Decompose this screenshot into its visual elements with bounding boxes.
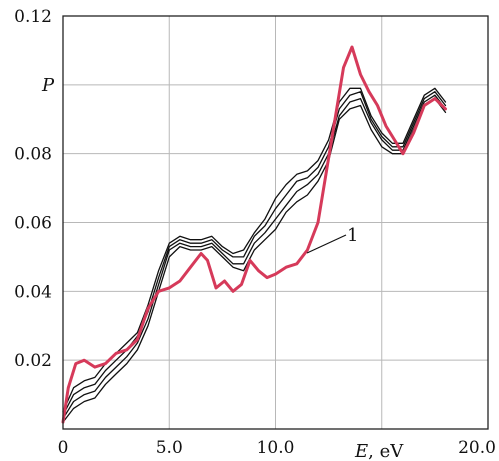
y-tick-label: 0.08 <box>14 145 52 165</box>
y-tick-label: 0.02 <box>14 351 52 371</box>
x-axis-unit: , eV <box>368 441 404 461</box>
x-tick-label: 10.0 <box>257 438 295 458</box>
series-line-bundle-3 <box>62 91 447 416</box>
y-tick-label: 0.04 <box>14 282 52 302</box>
x-tick-label: 0 <box>58 438 69 458</box>
x-tick-label: 5.0 <box>156 438 183 458</box>
plot-frame <box>62 15 489 430</box>
grid-lines <box>63 16 488 429</box>
annotation-curve-1: 1 <box>347 225 358 246</box>
series-layer <box>61 45 447 424</box>
series-line-bundle-1 <box>62 97 447 423</box>
series-line-bundle-4 <box>62 87 447 413</box>
y-tick-label: 0.12 <box>14 7 52 27</box>
series-line-1 <box>61 45 447 424</box>
tick-labels: 0.02 0.04 0.06 0.08 0.12 0 5.0 10.0 20.0 <box>14 7 496 458</box>
y-axis-label: P <box>41 75 55 96</box>
x-axis-label: E, eV <box>354 441 404 461</box>
y-tick-label: 0.06 <box>14 214 52 234</box>
x-axis-symbol: E <box>354 441 368 461</box>
series-line-bundle-2 <box>62 94 447 420</box>
x-tick-label: 20.0 <box>458 438 496 458</box>
annotation-leader-line <box>306 234 347 254</box>
